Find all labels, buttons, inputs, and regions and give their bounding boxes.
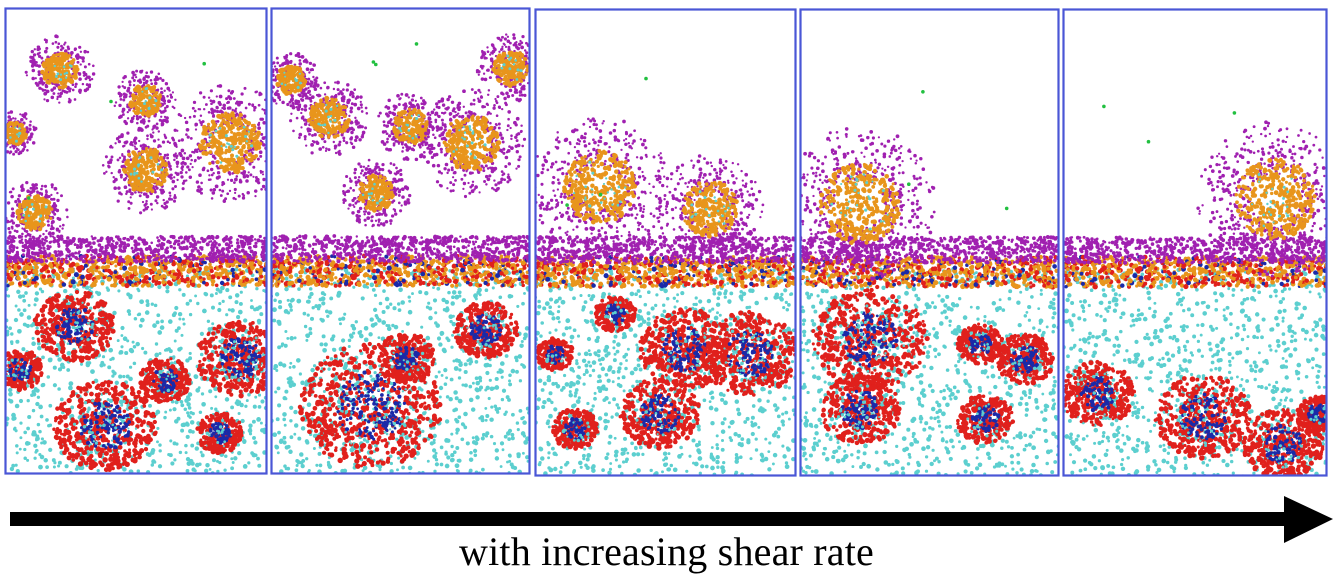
panel-border xyxy=(4,7,268,475)
free-particles xyxy=(27,61,206,200)
axis-caption: with increasing shear rate xyxy=(0,528,1333,576)
oil-droplets xyxy=(5,289,267,473)
simulation-panels xyxy=(4,7,1328,477)
simulation-panel xyxy=(799,8,1060,477)
copolymer-brush xyxy=(271,234,530,264)
simulation-panel xyxy=(270,7,531,475)
simulation-panel xyxy=(4,7,268,475)
arrow-head xyxy=(1284,496,1333,543)
copolymer-micelles xyxy=(800,127,936,282)
simulation-panel xyxy=(534,8,797,477)
oil-droplets xyxy=(1063,359,1327,476)
panel-border xyxy=(270,7,531,475)
free-particles xyxy=(907,90,1009,211)
copolymer-brush xyxy=(5,234,267,264)
free-particles xyxy=(371,42,419,67)
free-particles xyxy=(565,76,648,207)
panel-border xyxy=(1062,8,1328,477)
oil-droplets xyxy=(811,287,1055,446)
copolymer-micelles xyxy=(535,117,765,263)
copolymer-brush xyxy=(535,235,796,265)
panel-border xyxy=(799,8,1060,477)
oil-droplets xyxy=(535,295,796,451)
free-particles xyxy=(1102,104,1237,144)
interface-layer xyxy=(535,254,796,290)
panel-border xyxy=(534,8,797,477)
shear-rate-arrow xyxy=(10,496,1333,543)
copolymer-brush xyxy=(800,235,1059,265)
simulation-panel xyxy=(1062,8,1328,477)
oil-droplets xyxy=(297,300,520,469)
copolymer-micelles xyxy=(271,33,530,228)
copolymer-micelles xyxy=(1196,120,1327,278)
copolymer-micelles xyxy=(5,34,267,249)
